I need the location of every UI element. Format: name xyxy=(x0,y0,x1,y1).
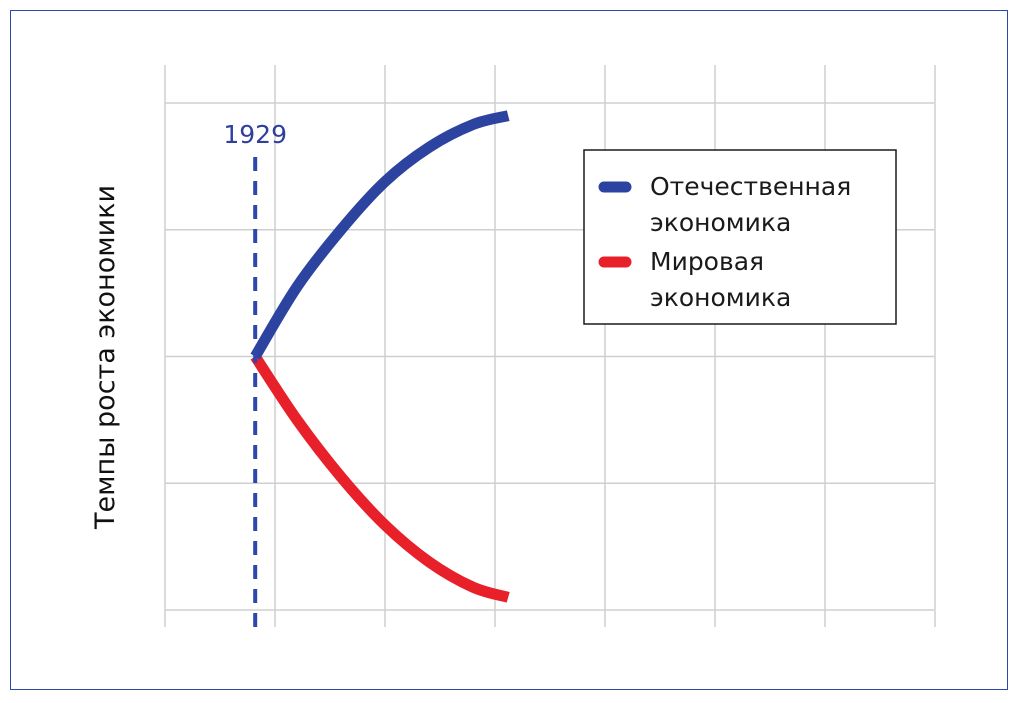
series-layer xyxy=(250,110,510,603)
series-line xyxy=(250,353,510,603)
legend: Отечественная экономика Мировая экономика xyxy=(583,149,897,325)
legend-entry-label: Отечественная экономика xyxy=(650,172,851,237)
marker-layer: 1929 xyxy=(223,120,287,627)
legend-entry-line: Мировая xyxy=(650,247,764,276)
legend-box xyxy=(583,149,897,325)
legend-entry-line: Отечественная xyxy=(650,172,851,201)
y-axis-label: Темпы роста экономики xyxy=(90,185,121,530)
legend-entry-line: экономика xyxy=(650,283,791,312)
vertical-marker-label: 1929 xyxy=(223,120,287,149)
legend-entry-line: экономика xyxy=(650,208,791,237)
legend-entry-label: Мировая экономика xyxy=(650,247,791,312)
figure-frame xyxy=(10,10,1008,690)
series-line xyxy=(250,110,510,360)
